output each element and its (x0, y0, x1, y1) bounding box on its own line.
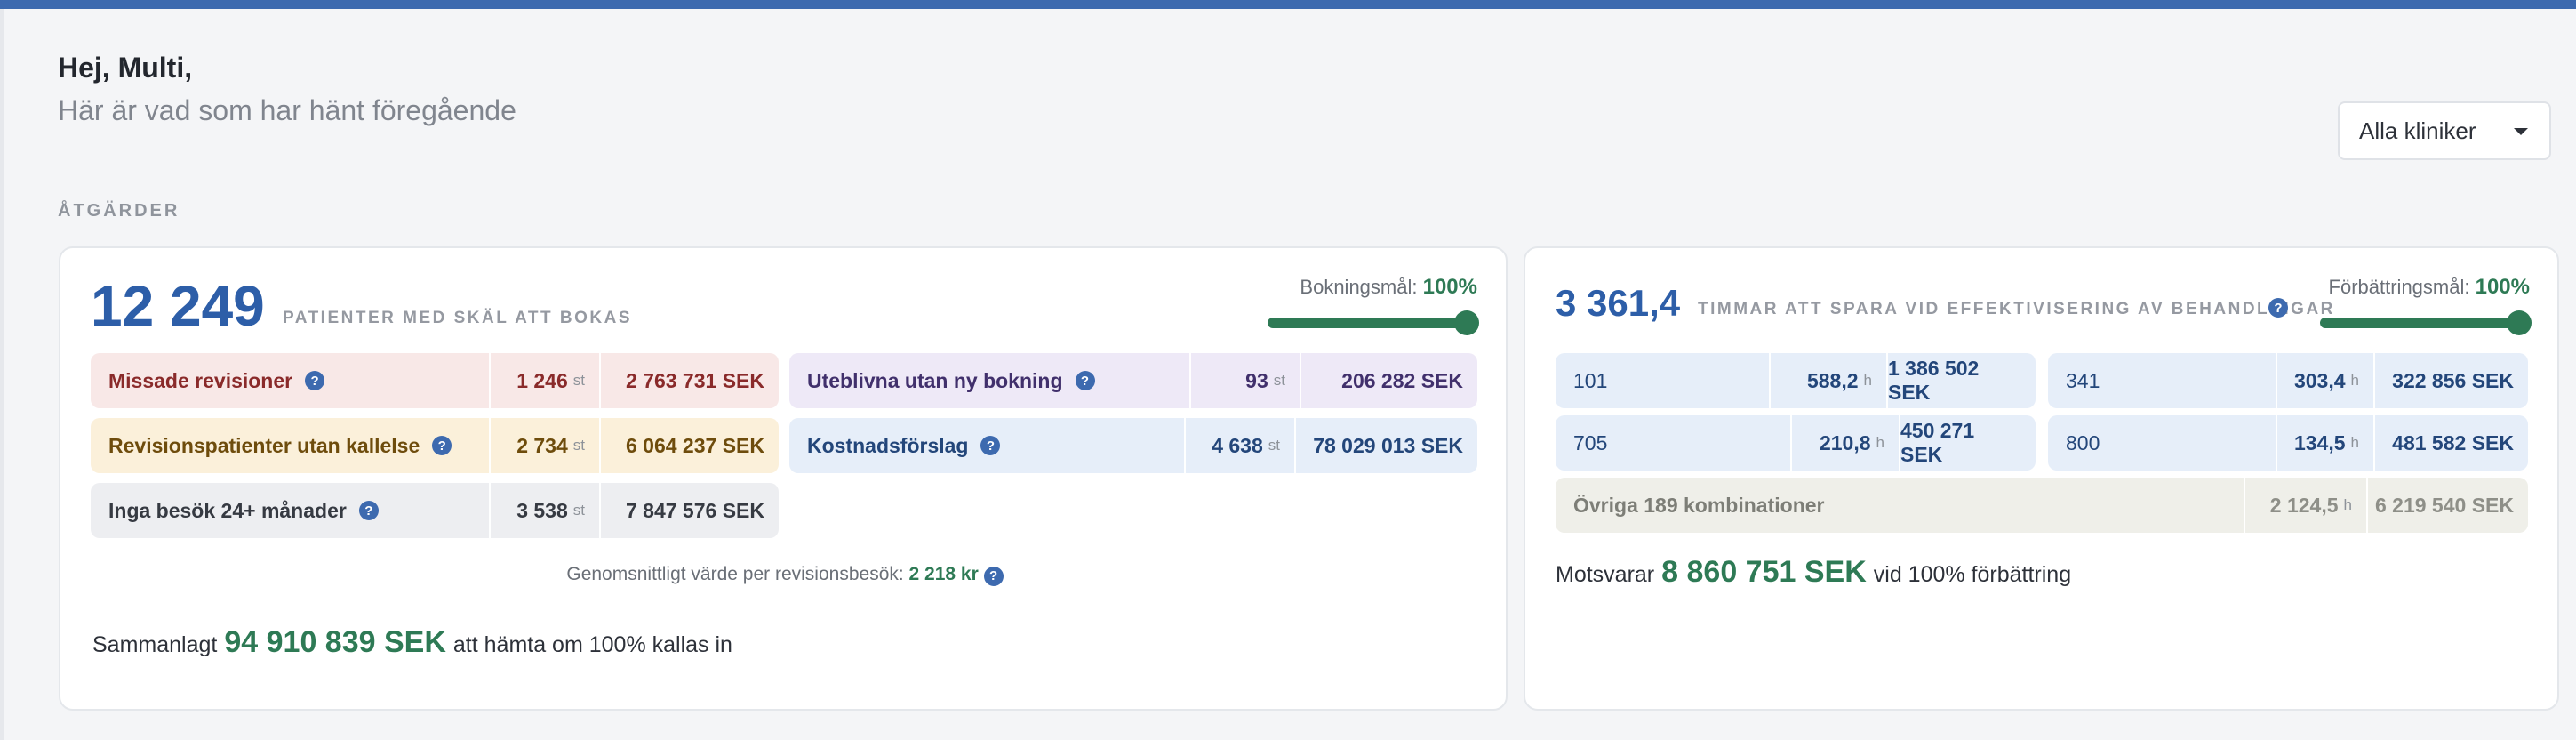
row-label: Uteblivna utan ny bokning (807, 368, 1063, 392)
booking-goal-slider-track[interactable] (1268, 318, 1474, 328)
treatment-row-800[interactable]: 800 134,5 h 481 582 SEK (2048, 415, 2528, 471)
treatment-code: 800 (2066, 430, 2100, 454)
row-amount: 2 763 731 SEK (599, 353, 779, 408)
treatment-efficiency-card: 3 361,4 TIMMAR ATT SPARA VID EFFEKTIVISE… (1524, 246, 2559, 711)
row-amount: 206 282 SEK (1300, 353, 1477, 408)
action-row-revision-patients-no-recall[interactable]: Revisionspatienter utan kallelse? 2 734 s… (91, 418, 779, 473)
booking-goal-slider-handle[interactable] (1454, 310, 1479, 335)
treatment-hours: 2 124,5 h (2244, 478, 2366, 533)
treatment-hours: 210,8 h (1790, 415, 1899, 471)
average-visit-amount: 2 218 kr (908, 564, 979, 584)
greeting: Hej, Multi, (58, 52, 193, 84)
hours-count-label: TIMMAR ATT SPARA VID EFFEKTIVISERING AV … (1698, 300, 2335, 318)
help-icon[interactable]: ? (358, 501, 379, 520)
help-icon[interactable]: ? (2268, 298, 2288, 318)
top-accent-bar (0, 0, 2576, 9)
row-label: Revisionspatienter utan kallelse (108, 433, 420, 457)
section-title: ÅTGÄRDER (58, 201, 180, 221)
treatment-hours: 303,4 h (2276, 353, 2373, 408)
patients-count: 12 249 (91, 274, 265, 338)
treatment-amount: 6 219 540 SEK (2366, 478, 2528, 533)
improvement-goal-label: Förbättringsmål: (2328, 276, 2470, 298)
improvement-goal-slider-track[interactable] (2320, 318, 2526, 328)
treatment-code: 101 (1573, 368, 1608, 392)
average-visit-label: Genomsnittligt värde per revisionsbesök: (566, 564, 904, 584)
row-label: Inga besök 24+ månader (108, 498, 347, 522)
treatment-row-705[interactable]: 705 210,8 h 450 271 SEK (1556, 415, 2036, 471)
help-icon[interactable]: ? (980, 436, 1001, 455)
help-icon[interactable]: ? (432, 436, 452, 455)
total-summary: Sammanlagt 94 910 839 SEK att hämta om 1… (92, 625, 732, 660)
row-label: Kostnadsförslag (807, 433, 969, 457)
treatment-other-label: Övriga 189 kombinationer (1573, 493, 1825, 517)
help-icon[interactable]: ? (305, 371, 325, 390)
hours-count: 3 361,4 (1556, 282, 1681, 324)
treatment-code: 341 (2066, 368, 2100, 392)
greeting-subtitle: Här är vad som har hänt föregående (58, 94, 516, 126)
booking-goal: Bokningsmål: 100% (1243, 275, 1477, 300)
equivalent-suffix: vid 100% förbättring (1873, 562, 2072, 587)
treatment-code: 705 (1573, 430, 1608, 454)
improvement-goal: Förbättringsmål: 100% (2281, 275, 2530, 300)
equivalent-amount: 8 860 751 SEK (1661, 555, 1867, 589)
help-icon[interactable]: ? (983, 566, 1004, 586)
treatment-hours: 588,2 h (1769, 353, 1886, 408)
row-amount: 78 029 013 SEK (1294, 418, 1477, 473)
total-amount: 94 910 839 SEK (224, 625, 446, 659)
treatment-row-341[interactable]: 341 303,4 h 322 856 SEK (2048, 353, 2528, 408)
average-visit-value: Genomsnittligt värde per revisionsbesök:… (60, 564, 1509, 586)
treatment-amount: 322 856 SEK (2373, 353, 2528, 408)
patients-count-label: PATIENTER MED SKÄL ATT BOKAS (283, 309, 632, 327)
equivalent-summary: Motsvarar 8 860 751 SEK vid 100% förbätt… (1556, 555, 2071, 590)
row-amount: 6 064 237 SEK (599, 418, 779, 473)
treatment-row-other[interactable]: Övriga 189 kombinationer 2 124,5 h 6 219 … (1556, 478, 2528, 533)
treatment-hours: 134,5 h (2276, 415, 2373, 471)
page-edge (0, 9, 4, 740)
treatment-amount: 1 386 502 SEK (1886, 353, 2036, 408)
treatment-row-101[interactable]: 101 588,2 h 1 386 502 SEK (1556, 353, 2036, 408)
booking-actions-card: 12 249 PATIENTER MED SKÄL ATT BOKAS Bokn… (59, 246, 1508, 711)
clinic-select-value: Alla kliniker (2359, 117, 2476, 144)
clinic-select[interactable]: Alla kliniker (2338, 101, 2551, 160)
treatment-amount: 450 271 SEK (1899, 415, 2036, 471)
chevron-down-icon (2514, 128, 2528, 135)
equivalent-prefix: Motsvarar (1556, 562, 1655, 587)
improvement-goal-slider-handle[interactable] (2507, 310, 2532, 335)
booking-goal-value: 100% (1422, 275, 1477, 299)
booking-goal-label: Bokningsmål: (1300, 276, 1418, 298)
treatment-amount: 481 582 SEK (2373, 415, 2528, 471)
row-label: Missade revisioner (108, 368, 293, 392)
total-prefix: Sammanlagt (92, 632, 218, 657)
help-icon[interactable]: ? (1075, 371, 1095, 390)
total-suffix: att hämta om 100% kallas in (452, 632, 732, 657)
row-amount: 7 847 576 SEK (599, 483, 779, 538)
improvement-goal-value: 100% (2475, 275, 2530, 299)
